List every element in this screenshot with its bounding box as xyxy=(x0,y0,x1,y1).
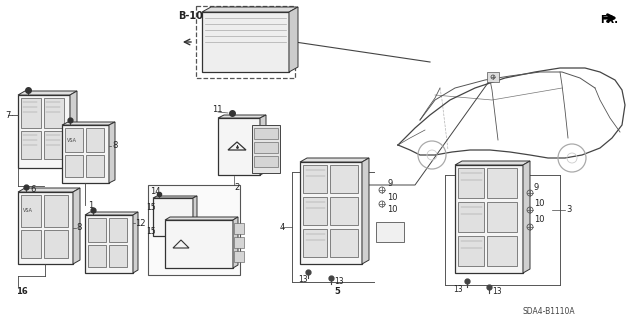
Bar xyxy=(300,162,362,264)
Bar xyxy=(196,6,295,78)
Polygon shape xyxy=(73,188,80,264)
Text: 10: 10 xyxy=(387,192,397,202)
Text: 15: 15 xyxy=(146,227,156,236)
Polygon shape xyxy=(85,212,138,215)
Text: 4: 4 xyxy=(280,222,285,232)
Text: B-10: B-10 xyxy=(178,11,203,21)
Text: 3: 3 xyxy=(566,205,572,214)
Bar xyxy=(18,192,73,264)
Bar xyxy=(487,236,517,266)
Bar xyxy=(21,131,41,159)
Text: 16: 16 xyxy=(16,287,28,296)
Text: 13: 13 xyxy=(453,285,463,293)
Bar xyxy=(487,72,499,82)
Bar xyxy=(44,230,68,258)
Polygon shape xyxy=(455,161,530,165)
Text: 10: 10 xyxy=(534,198,545,207)
Bar xyxy=(165,220,233,268)
Text: FR.: FR. xyxy=(600,15,618,25)
Bar xyxy=(153,198,193,236)
Bar xyxy=(148,185,240,275)
Bar xyxy=(458,168,484,198)
Bar xyxy=(303,165,327,193)
Polygon shape xyxy=(362,158,369,264)
Polygon shape xyxy=(70,91,77,168)
Text: 15: 15 xyxy=(146,204,156,212)
Text: 2: 2 xyxy=(234,182,239,191)
Bar xyxy=(88,218,106,242)
Bar xyxy=(21,98,41,128)
Bar xyxy=(234,223,244,234)
Polygon shape xyxy=(233,217,238,268)
Bar xyxy=(18,95,70,168)
Polygon shape xyxy=(289,7,298,72)
Text: 9: 9 xyxy=(534,182,540,191)
Bar xyxy=(109,245,127,267)
Bar xyxy=(455,165,523,273)
Text: VSA: VSA xyxy=(67,137,77,143)
Polygon shape xyxy=(165,217,238,220)
Text: 13: 13 xyxy=(334,278,344,286)
Bar xyxy=(44,98,64,128)
Polygon shape xyxy=(218,115,266,118)
Text: 10: 10 xyxy=(534,216,545,225)
Polygon shape xyxy=(202,7,298,12)
Polygon shape xyxy=(523,161,530,273)
Bar xyxy=(85,215,133,273)
Polygon shape xyxy=(153,196,197,198)
Text: 13: 13 xyxy=(492,286,502,295)
Bar xyxy=(376,222,404,242)
Text: 12: 12 xyxy=(135,219,145,227)
Bar xyxy=(44,131,64,159)
Text: VSA: VSA xyxy=(23,209,33,213)
Text: 10: 10 xyxy=(387,205,397,214)
Bar xyxy=(254,156,278,167)
Polygon shape xyxy=(133,212,138,273)
Bar xyxy=(21,195,41,227)
Bar xyxy=(86,128,104,152)
Bar xyxy=(330,229,358,257)
Bar xyxy=(487,202,517,232)
Bar xyxy=(330,197,358,225)
Polygon shape xyxy=(18,91,77,95)
Bar xyxy=(234,251,244,262)
Bar xyxy=(458,236,484,266)
Polygon shape xyxy=(18,188,80,192)
Bar xyxy=(254,142,278,153)
Polygon shape xyxy=(193,196,197,236)
Text: 13: 13 xyxy=(298,276,308,285)
Text: 1: 1 xyxy=(88,201,93,210)
Text: 7: 7 xyxy=(5,110,10,120)
Bar xyxy=(86,155,104,177)
Text: 6: 6 xyxy=(30,186,35,195)
Text: 8: 8 xyxy=(112,142,117,151)
Bar xyxy=(303,229,327,257)
Bar xyxy=(202,12,289,72)
Bar xyxy=(65,128,83,152)
Text: 9: 9 xyxy=(387,180,392,189)
Text: SDA4-B1110A: SDA4-B1110A xyxy=(522,308,575,316)
Text: 11: 11 xyxy=(212,106,223,115)
Bar xyxy=(303,197,327,225)
Bar xyxy=(487,168,517,198)
Bar xyxy=(88,245,106,267)
Bar xyxy=(62,125,109,183)
Bar xyxy=(218,118,260,175)
Bar xyxy=(65,155,83,177)
Polygon shape xyxy=(260,115,266,175)
Bar xyxy=(21,230,41,258)
Bar xyxy=(252,125,280,173)
Polygon shape xyxy=(62,122,115,125)
Polygon shape xyxy=(109,122,115,183)
Bar xyxy=(254,128,278,139)
Bar xyxy=(330,165,358,193)
Bar xyxy=(458,202,484,232)
Bar xyxy=(44,195,68,227)
Text: 8: 8 xyxy=(76,224,81,233)
Polygon shape xyxy=(300,158,369,162)
Bar xyxy=(109,218,127,242)
Text: 14: 14 xyxy=(150,187,161,196)
Text: 5: 5 xyxy=(334,287,340,296)
Bar xyxy=(234,237,244,248)
